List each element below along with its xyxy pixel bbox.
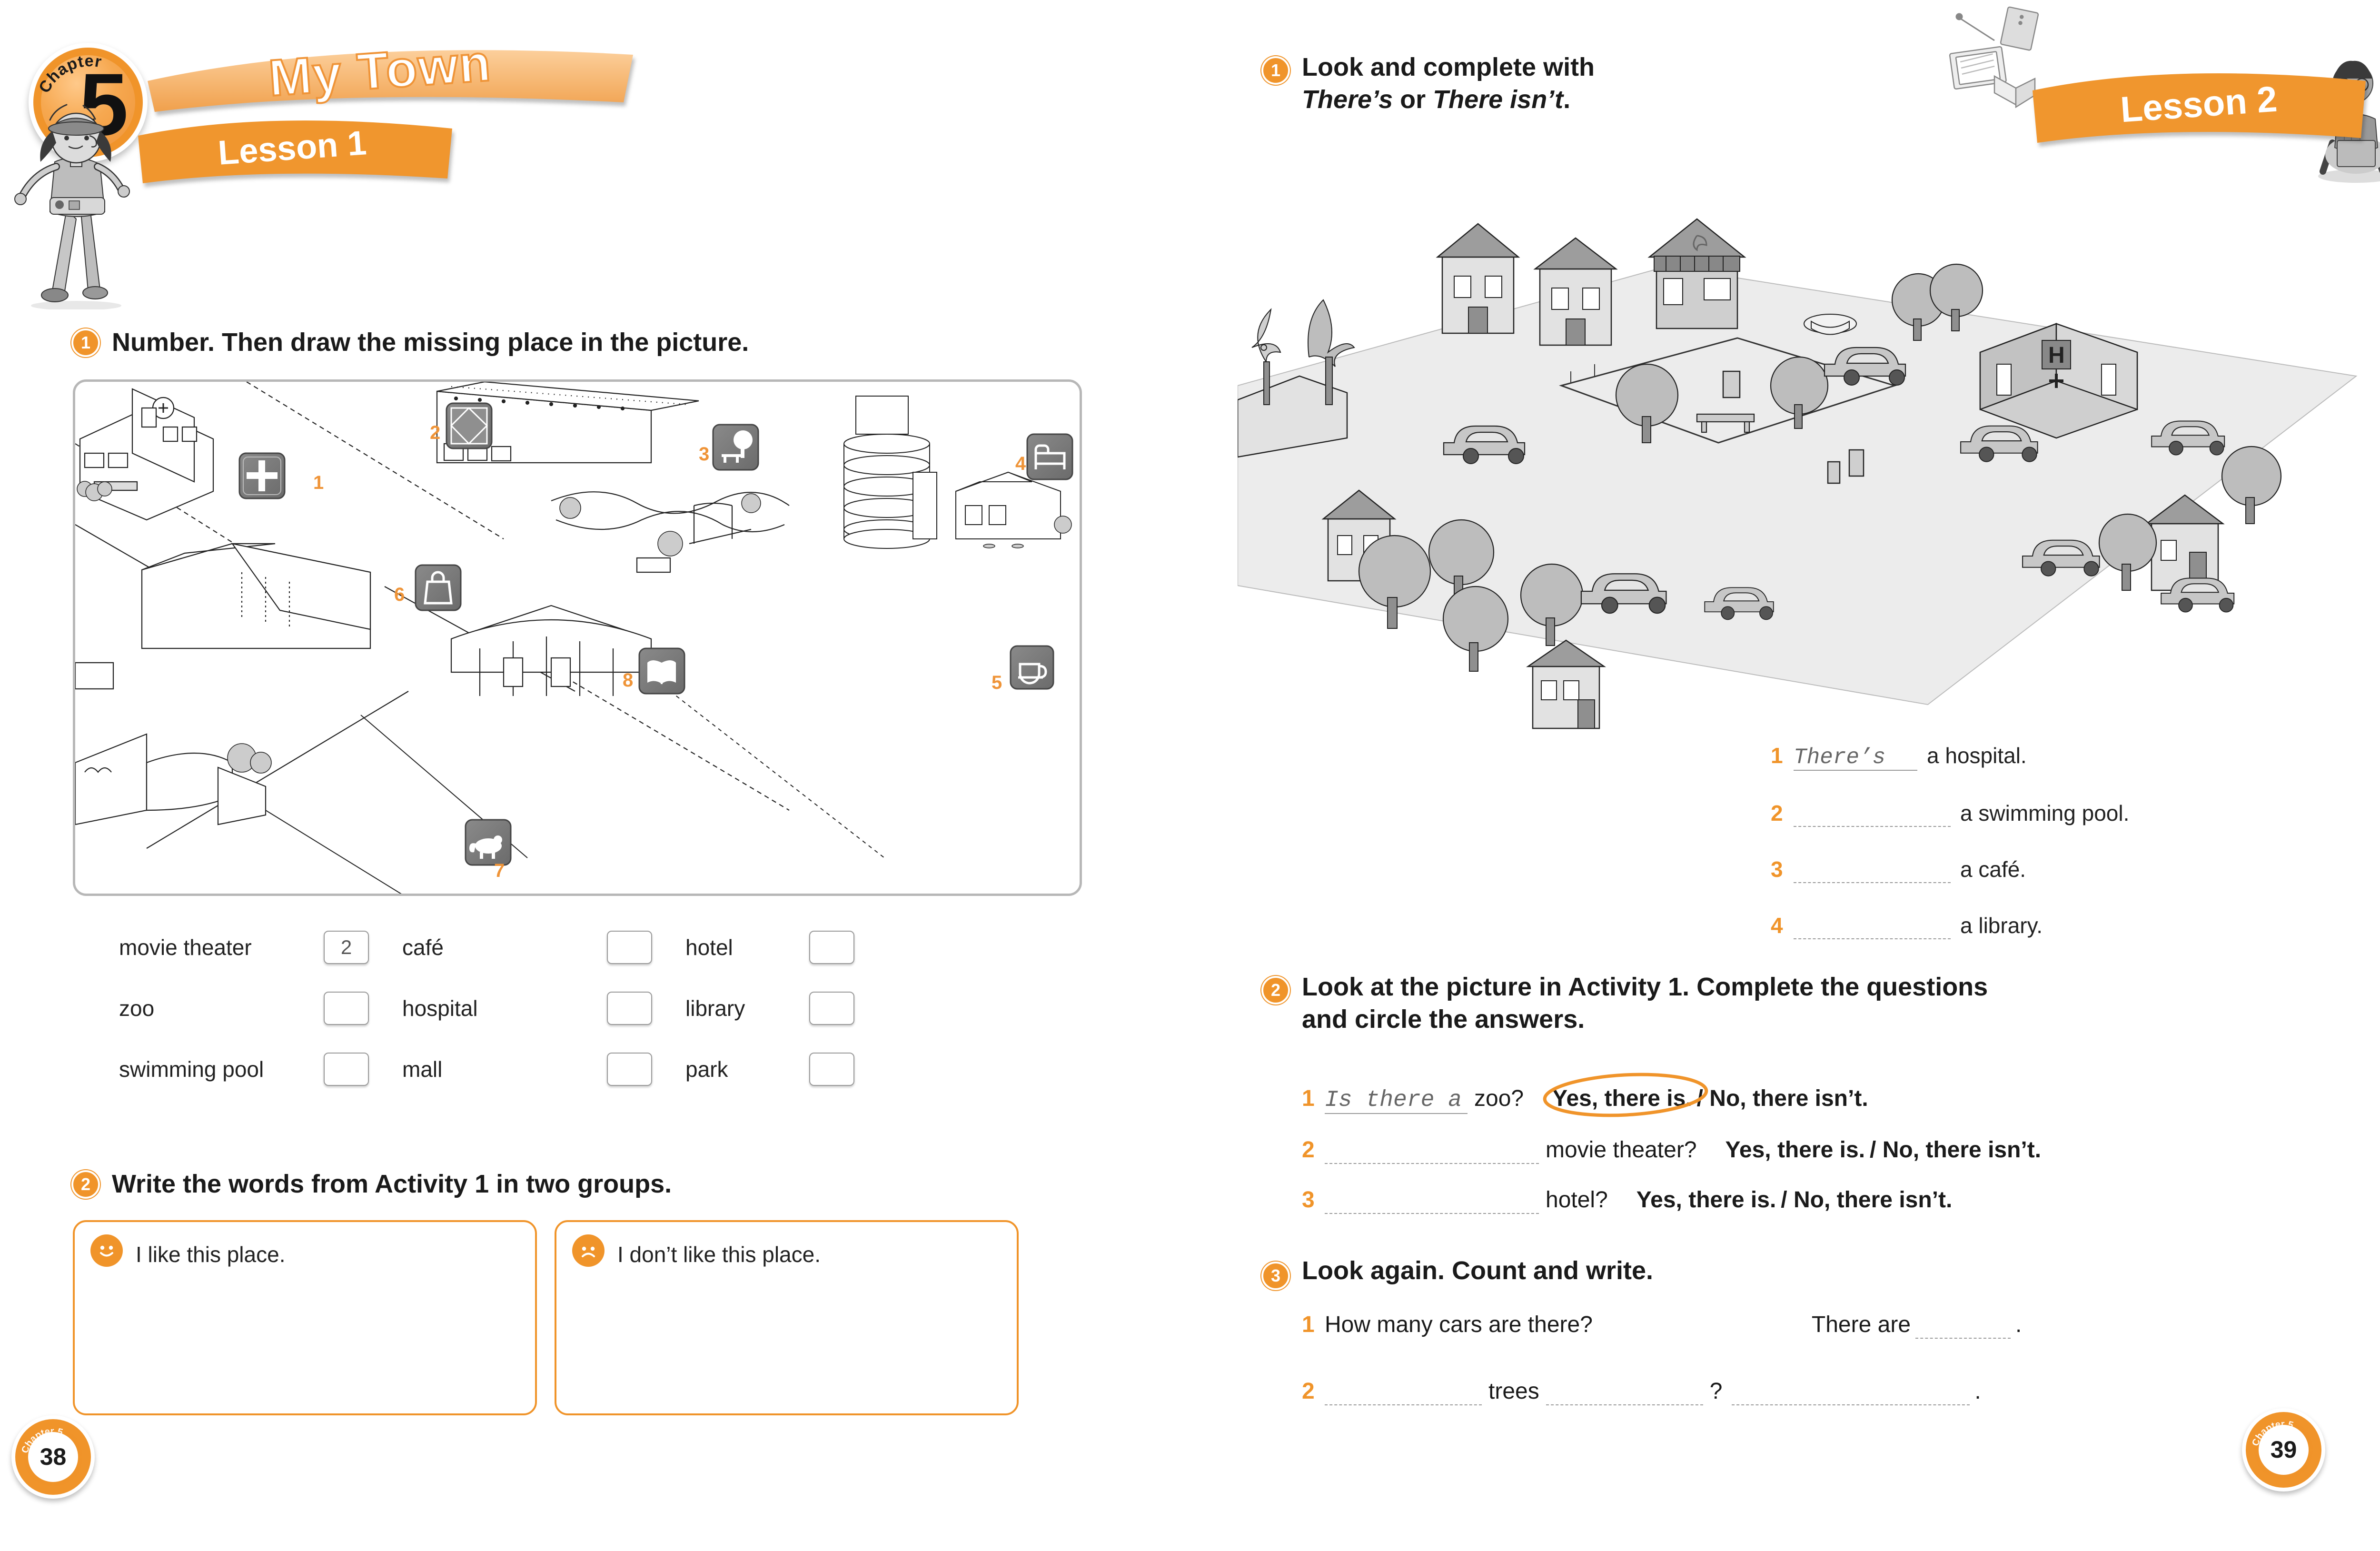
- svg-text:6: 6: [394, 584, 405, 605]
- svg-text:2: 2: [430, 422, 440, 443]
- svg-text:1: 1: [313, 472, 324, 493]
- svg-text:3: 3: [699, 444, 709, 465]
- svg-text:8: 8: [623, 670, 633, 691]
- svg-text:4: 4: [1015, 453, 1026, 474]
- svg-text:H: H: [2048, 343, 2065, 368]
- svg-text:5: 5: [992, 672, 1002, 693]
- svg-text:7: 7: [494, 860, 505, 881]
